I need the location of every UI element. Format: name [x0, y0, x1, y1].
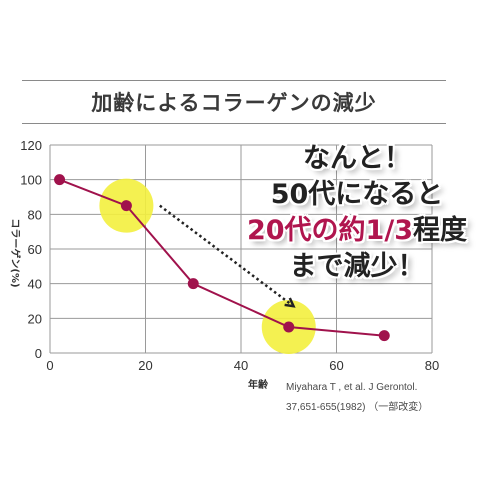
y-tick-label: 120	[20, 138, 42, 153]
y-tick-label: 80	[28, 207, 42, 222]
x-tick-label: 60	[329, 358, 343, 373]
citation-line-1: Miyahara T , et al. J Gerontol.	[286, 382, 418, 393]
x-tick-label: 80	[425, 358, 439, 373]
x-tick-label: 40	[234, 358, 248, 373]
x-axis-label: 年齢	[248, 378, 269, 391]
callout-line-4: まで減少！	[289, 251, 425, 282]
data-point	[54, 174, 66, 186]
x-tick-label: 0	[46, 358, 53, 373]
dotted-arrow-line	[159, 204, 295, 308]
callout-tail-text: 程度	[413, 215, 467, 246]
x-tick-label: 20	[138, 358, 152, 373]
y-tick-label: 60	[28, 242, 42, 257]
y-axis-label: コラーゲン(%)	[9, 218, 22, 287]
chart-title: 加齢によるコラーゲンの減少	[91, 91, 377, 115]
y-tick-label: 0	[35, 346, 42, 361]
callout-line-2: 50代になると	[270, 179, 444, 210]
y-tick-label: 100	[20, 173, 42, 188]
callout-line-1: なんと！	[303, 143, 411, 174]
citation-line-2: 37,651-655(1982) （一部改変）	[286, 402, 429, 413]
data-point	[187, 278, 199, 290]
data-point	[283, 321, 295, 333]
title-block: 加齢によるコラーゲンの減少	[22, 80, 446, 124]
callout-line-3: 20代の約1/3程度	[212, 208, 500, 247]
data-point	[120, 200, 132, 212]
data-point	[378, 330, 390, 342]
callout-accent-text: 20代の約1/3	[246, 215, 413, 246]
arrow-head	[284, 297, 296, 308]
y-tick-label: 40	[28, 277, 42, 292]
y-tick-label: 20	[28, 311, 42, 326]
